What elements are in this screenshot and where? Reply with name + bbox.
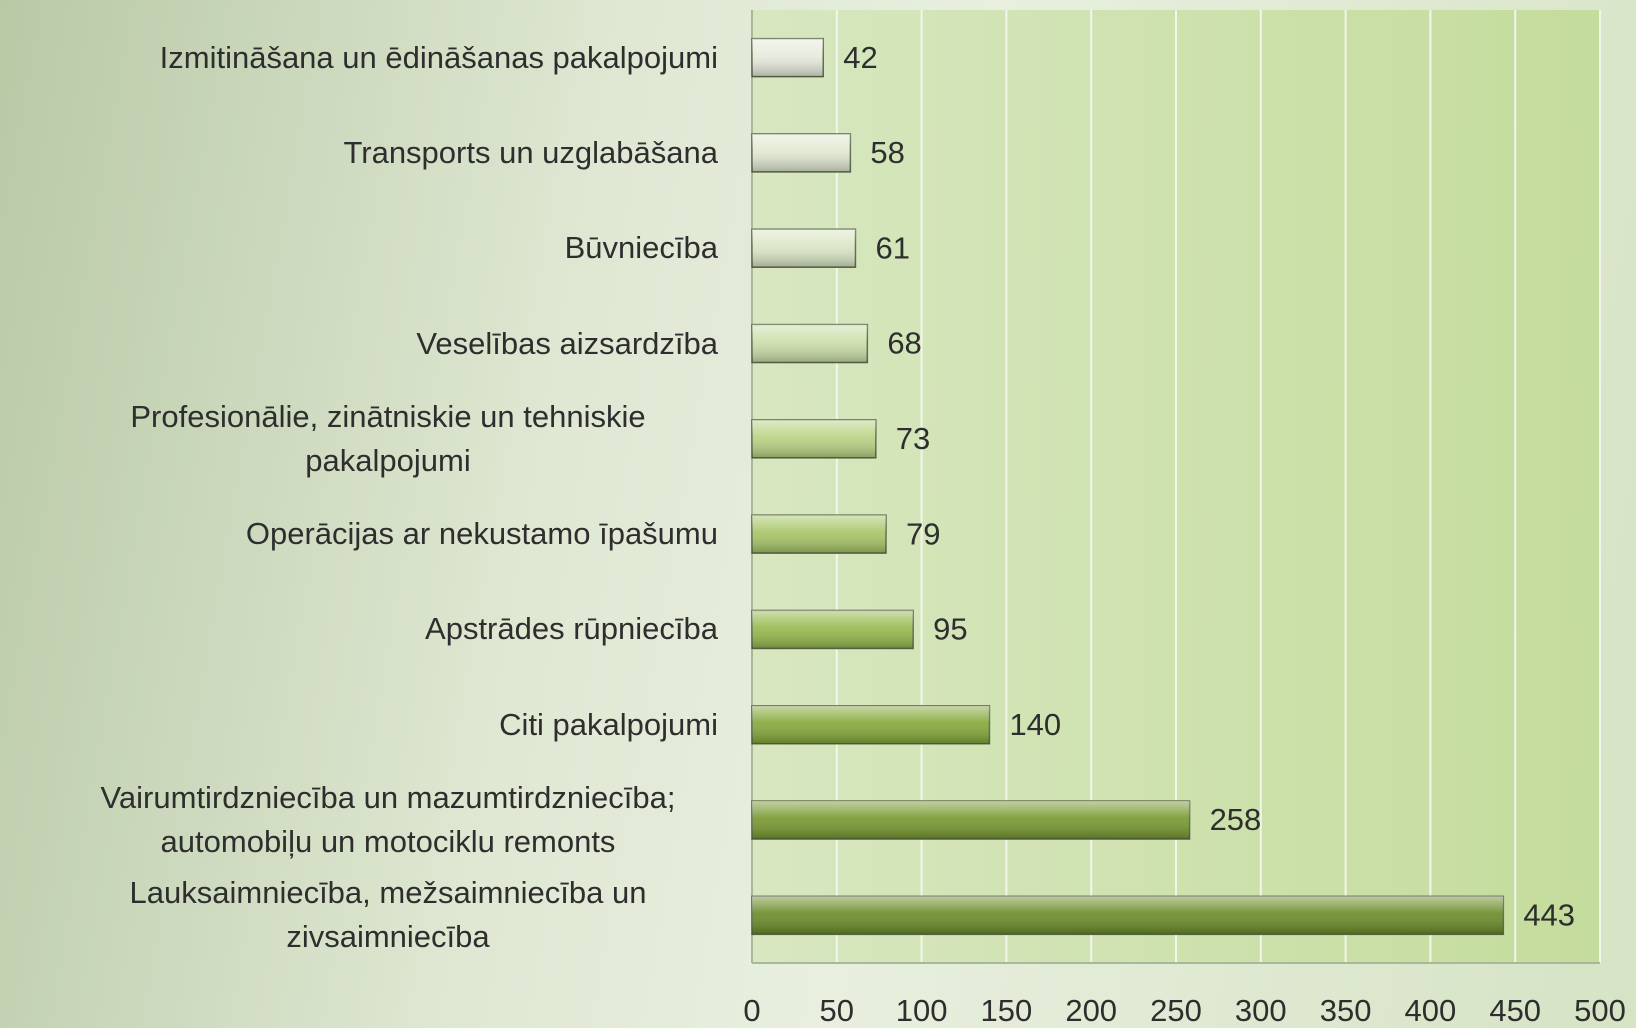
category-label-box: Izmitināšana un ēdināšanas pakalpojumi [10, 36, 718, 80]
value-label: 443 [1523, 898, 1575, 933]
y-tick-label: Citi pakalpojumi [499, 706, 718, 742]
category-label-box: Lauksaimniecība, mežsaimniecība un zivsa… [10, 871, 718, 959]
bar-shine [752, 515, 886, 554]
value-label: 258 [1210, 802, 1262, 837]
bar-shine [752, 229, 856, 268]
x-tick-label: 150 [981, 993, 1033, 1028]
bar-shine [752, 38, 824, 77]
bar-shine [752, 610, 914, 649]
y-tick-label: Veselības aizsardzība [416, 325, 718, 361]
category-label-box: Operācijas ar nekustamo īpašumu [10, 512, 718, 556]
value-label: 73 [896, 421, 930, 456]
value-label: 42 [843, 40, 877, 75]
x-tick-label: 200 [1065, 993, 1117, 1028]
x-tick-label: 450 [1489, 993, 1541, 1028]
category-label-box: Profesionālie, zinātniskie un tehniskie … [10, 395, 718, 483]
bar-shine [752, 705, 990, 744]
x-tick-label: 300 [1235, 993, 1287, 1028]
bar-shine [752, 133, 851, 172]
y-tick-label: Vairumtirdzniecība un mazumtirdzniecība;… [100, 780, 676, 860]
x-tick-label: 400 [1405, 993, 1457, 1028]
y-tick-label: Izmitināšana un ēdināšanas pakalpojumi [159, 39, 718, 75]
category-label-box: Vairumtirdzniecība un mazumtirdzniecība;… [10, 776, 718, 864]
value-label: 61 [875, 230, 909, 265]
x-tick-label: 350 [1320, 993, 1372, 1028]
value-label: 95 [933, 612, 967, 647]
x-tick-label: 100 [896, 993, 948, 1028]
bar-shine [752, 324, 868, 363]
x-tick-label: 50 [820, 993, 854, 1028]
y-tick-label: Operācijas ar nekustamo īpašumu [245, 516, 718, 552]
x-tick-label: 500 [1574, 993, 1626, 1028]
value-label: 68 [887, 326, 921, 361]
y-tick-label: Apstrādes rūpniecība [425, 611, 718, 647]
bar-shine [752, 419, 876, 458]
value-label: 58 [870, 135, 904, 170]
bar-shine [752, 896, 1504, 935]
y-tick-label: Būvniecība [564, 230, 718, 266]
category-label-box: Veselības aizsardzība [10, 322, 718, 366]
x-tick-label: 0 [743, 993, 760, 1028]
y-tick-label: Lauksaimniecība, mežsaimniecība un zivsa… [129, 875, 647, 955]
category-label-box: Transports un uzglabāšana [10, 131, 718, 175]
value-label: 79 [906, 516, 940, 551]
category-label-box: Būvniecība [10, 226, 718, 270]
value-label: 140 [1009, 707, 1061, 742]
y-tick-label: Transports un uzglabāšana [343, 134, 718, 170]
category-label-box: Citi pakalpojumi [10, 703, 718, 747]
y-tick-label: Profesionālie, zinātniskie un tehniskie … [130, 398, 646, 478]
x-tick-label: 250 [1150, 993, 1202, 1028]
bar-shine [752, 801, 1190, 840]
category-label-box: Apstrādes rūpniecība [10, 607, 718, 651]
